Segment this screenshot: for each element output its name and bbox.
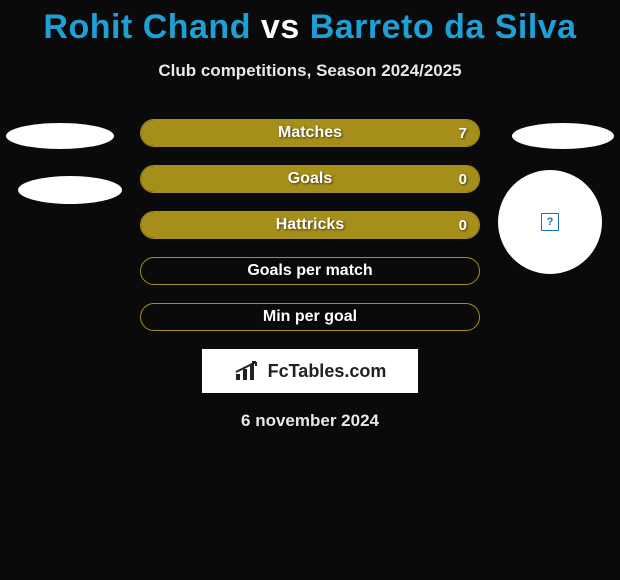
decoration-ellipse [6, 123, 114, 149]
stat-bar: Hattricks0 [140, 211, 480, 239]
question-mark-icon: ? [541, 213, 559, 231]
stat-bar-label: Goals per match [141, 258, 479, 284]
page-title: Rohit Chand vs Barreto da Silva [0, 0, 620, 47]
stat-bar-value: 0 [459, 212, 467, 238]
avatar-placeholder: ? [498, 170, 602, 274]
stat-bar-label: Hattricks [141, 212, 479, 238]
player1-name: Rohit Chand [43, 8, 251, 46]
player2-name: Barreto da Silva [310, 8, 577, 46]
brand-logo-box: FcTables.com [202, 349, 418, 393]
stats-bars-container: Matches7Goals0Hattricks0Goals per matchM… [140, 119, 480, 331]
stat-bar-value: 0 [459, 166, 467, 192]
stat-bar-label: Min per goal [141, 304, 479, 330]
subtitle: Club competitions, Season 2024/2025 [0, 61, 620, 81]
vs-label: vs [261, 8, 300, 46]
stat-bar: Matches7 [140, 119, 480, 147]
decoration-ellipse [18, 176, 122, 204]
stat-bar: Goals0 [140, 165, 480, 193]
brand-name: FcTables.com [268, 361, 387, 382]
stat-bar-label: Matches [141, 120, 479, 146]
decoration-ellipse [512, 123, 614, 149]
stat-bar: Min per goal [140, 303, 480, 331]
stat-bar-value: 7 [459, 120, 467, 146]
bars-icon [234, 360, 262, 382]
stat-bar-label: Goals [141, 166, 479, 192]
stat-bar: Goals per match [140, 257, 480, 285]
footer-date: 6 november 2024 [0, 411, 620, 431]
